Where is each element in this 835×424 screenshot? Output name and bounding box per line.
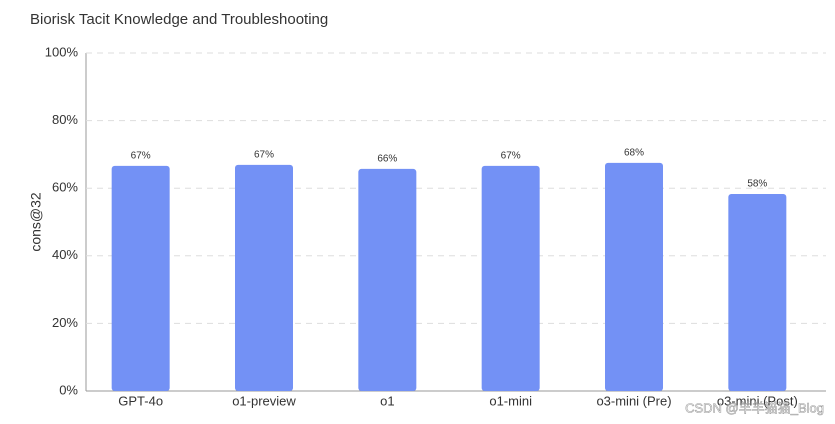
y-tick-label: 40% xyxy=(52,247,78,262)
x-tick-label: o3-mini (Post) xyxy=(717,393,798,408)
value-label: 58% xyxy=(747,179,767,190)
y-axis-label: cons@32 xyxy=(28,192,44,252)
y-tick-label: 0% xyxy=(59,382,78,397)
chart-title: Biorisk Tacit Knowledge and Troubleshoot… xyxy=(30,11,328,28)
bar xyxy=(605,162,663,391)
x-tick-label: o1-preview xyxy=(232,393,296,408)
x-tick-label: o1 xyxy=(380,393,394,408)
bar xyxy=(111,165,170,391)
value-label: 66% xyxy=(377,154,397,165)
x-tick-label: o3-mini (Pre) xyxy=(596,393,671,408)
watermark: CSDN @羊羊猫猫_Blog xyxy=(685,400,824,415)
y-tick-label: 60% xyxy=(52,180,78,195)
value-label: 67% xyxy=(254,150,274,161)
value-label: 67% xyxy=(501,151,521,162)
x-tick-label: GPT-4o xyxy=(118,393,163,408)
bar xyxy=(481,165,540,391)
value-label: 68% xyxy=(624,147,644,158)
y-tick-label: 80% xyxy=(52,112,78,127)
y-tick-label: 20% xyxy=(52,315,78,330)
value-label: 67% xyxy=(131,151,151,162)
x-tick-label: o1-mini xyxy=(489,393,532,408)
y-tick-label: 100% xyxy=(45,44,79,59)
bar xyxy=(358,168,417,391)
bar xyxy=(235,164,293,391)
bar xyxy=(728,193,787,391)
